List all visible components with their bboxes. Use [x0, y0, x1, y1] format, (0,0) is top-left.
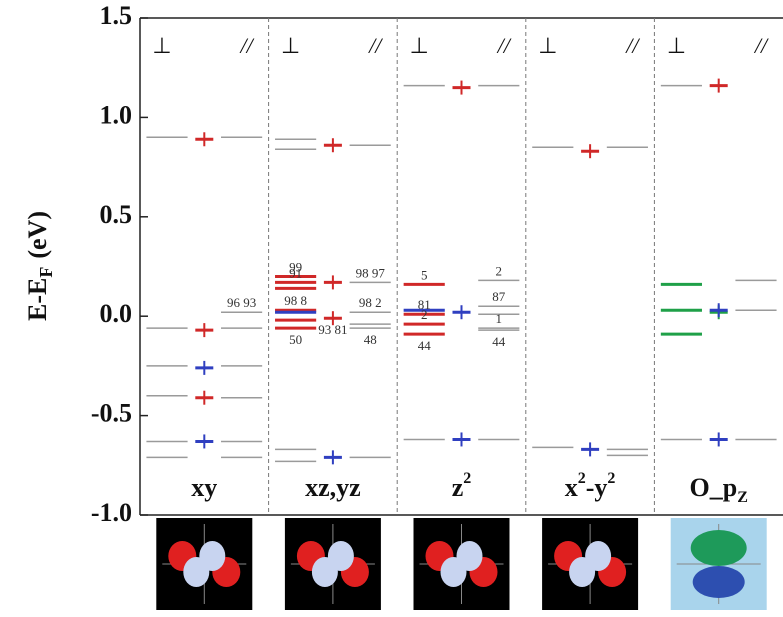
header-parallel: // — [367, 33, 383, 58]
level-label: 98 97 — [356, 265, 386, 280]
panel-name: z2 — [452, 470, 472, 502]
lobe — [692, 566, 745, 598]
y-tick-label: 0.5 — [100, 200, 133, 229]
panel-name-part: O_p — [690, 473, 738, 502]
panel-name-part: Z — [737, 489, 748, 506]
level-label: 5 — [421, 267, 428, 282]
panel-name-part: xy — [191, 473, 217, 502]
panel-name: x2-y2 — [565, 470, 616, 502]
lobe — [199, 541, 226, 571]
level-label: 98 2 — [359, 295, 382, 310]
panel-name-part: -y — [586, 473, 608, 502]
level-label: 50 — [289, 332, 302, 347]
panel-name-part: x — [565, 473, 578, 502]
panel-name-part: 2 — [463, 470, 471, 487]
level-label: 98 8 — [284, 293, 307, 308]
panel-name-part: z — [452, 473, 464, 502]
panel-name: xz,yz — [305, 473, 361, 502]
header-parallel: // — [496, 33, 512, 58]
y-tick-label: 0.0 — [100, 299, 133, 328]
header-perp: ⊥ — [152, 33, 171, 58]
level-label: 2 — [421, 307, 428, 322]
y-tick-label: -1.0 — [91, 498, 132, 527]
panel-name: O_pZ — [690, 473, 748, 506]
y-label-main: E-E — [23, 278, 52, 321]
level-label: 91 — [289, 265, 302, 280]
level-label: 96 93 — [227, 295, 256, 310]
header-parallel: // — [238, 33, 254, 58]
y-tick-label: 1.5 — [100, 1, 133, 30]
y-tick-label: -0.5 — [91, 399, 132, 428]
header-perp: ⊥ — [667, 33, 686, 58]
lobe — [456, 541, 483, 571]
header-perp: ⊥ — [538, 33, 557, 58]
y-tick-label: 1.0 — [100, 100, 133, 129]
panel-name: xy — [191, 473, 217, 502]
y-label-unit: (eV) — [23, 211, 52, 259]
level-label: 99 — [289, 259, 302, 274]
level-label: 44 — [492, 334, 506, 349]
level-label: 81 — [418, 297, 431, 312]
panel-name-part: xz,yz — [305, 473, 361, 502]
header-perp: ⊥ — [410, 33, 429, 58]
level-label: 93 81 — [318, 322, 347, 337]
level-label: 2 — [496, 263, 503, 278]
panel-name-part: 2 — [578, 470, 586, 487]
level-label: 44 — [418, 338, 432, 353]
lobe — [585, 541, 612, 571]
y-axis-label: E-EF (eV) — [23, 211, 56, 321]
level-label: 48 — [364, 332, 377, 347]
level-label: 87 — [492, 289, 506, 304]
panel-name-part: 2 — [607, 470, 615, 487]
y-label-sub: F — [36, 267, 56, 278]
level-label: 1 — [496, 311, 503, 326]
header-perp: ⊥ — [281, 33, 300, 58]
header-parallel: // — [624, 33, 640, 58]
lobe — [690, 530, 747, 566]
header-parallel: // — [753, 33, 769, 58]
lobe — [327, 541, 354, 571]
